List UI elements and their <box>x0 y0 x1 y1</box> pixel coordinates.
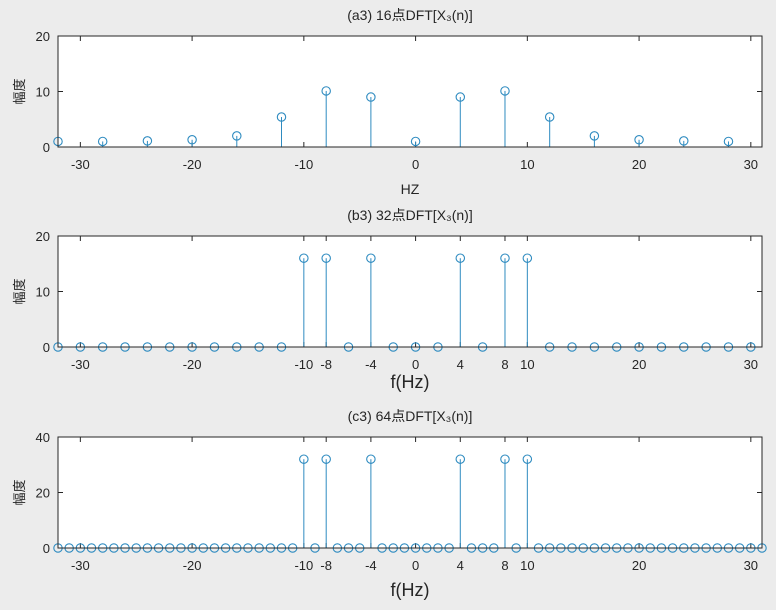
y-tick-label: 20 <box>36 229 50 244</box>
stem-marker <box>634 135 644 145</box>
x-tick-label: 0 <box>412 558 419 573</box>
stem-marker <box>299 454 309 464</box>
subplot-title: (c3) 64点DFT[X₃(n)] <box>348 408 473 424</box>
subplot-title: (b3) 32点DFT[X₃(n)] <box>347 207 473 223</box>
x-tick-label: 8 <box>501 558 508 573</box>
stem-marker <box>500 86 510 96</box>
x-tick-label: 4 <box>457 558 464 573</box>
y-axis-label: 幅度 <box>12 479 28 505</box>
x-tick-label: -10 <box>294 157 313 172</box>
x-tick-label: 20 <box>632 157 646 172</box>
x-tick-label: -4 <box>365 357 377 372</box>
x-axis-label: f(Hz) <box>391 372 430 392</box>
x-axis-label: f(Hz) <box>391 580 430 600</box>
subplot-1: 0 10 20 -30 -20 -10 0 10 20 30 (a3) 16点DFT[X₃(n)] H… <box>12 7 763 197</box>
stem-marker <box>455 92 466 102</box>
stem-marker <box>299 253 309 263</box>
stem-marker <box>276 112 287 122</box>
x-tick-label: -30 <box>71 157 90 172</box>
y-tick-label: 0 <box>43 140 50 155</box>
stem-marker <box>522 253 533 263</box>
axes-box <box>57 436 763 549</box>
axes-box <box>57 35 763 148</box>
stem-marker <box>187 135 197 145</box>
stem-marker <box>522 454 533 464</box>
stem-marker <box>500 454 510 464</box>
x-tick-label: -8 <box>320 357 332 372</box>
stem-marker <box>544 112 555 122</box>
x-tick-label: 8 <box>501 357 508 372</box>
y-tick-label: 10 <box>36 85 50 100</box>
stem-marker <box>366 454 376 464</box>
stem-marker <box>679 136 689 146</box>
x-tick-label: 10 <box>520 157 534 172</box>
x-tick-label: 20 <box>632 357 646 372</box>
x-tick-label: -10 <box>294 357 313 372</box>
x-tick-label: 30 <box>744 357 758 372</box>
stem-marker <box>589 131 600 141</box>
stem-marker <box>321 253 331 263</box>
stem-marker <box>455 253 466 263</box>
subplot-3: 0 20 40 -30 -20 -10 -8 -4 0 4 8 10 20 30 (c3) 64点DFT[X… <box>12 408 767 600</box>
x-tick-label: 0 <box>412 357 419 372</box>
y-tick-label: 10 <box>36 285 50 300</box>
x-tick-label: -30 <box>71 558 90 573</box>
y-tick-label: 0 <box>43 541 50 556</box>
stem-marker <box>455 454 466 464</box>
x-tick-label: 10 <box>520 558 534 573</box>
x-tick-label: -20 <box>183 357 202 372</box>
stem-marker <box>142 136 153 146</box>
x-tick-label: 0 <box>412 157 419 172</box>
plot-area <box>58 36 762 147</box>
subplot-2: 0 10 20 -30 -20 -10 -8 -4 0 4 8 10 20 30 (b3) 32点DFT[X… <box>12 207 763 392</box>
stem-marker <box>723 136 734 147</box>
y-tick-label: 20 <box>36 29 50 44</box>
y-axis-label: 幅度 <box>12 78 28 104</box>
stem-marker <box>366 92 376 102</box>
x-tick-label: 20 <box>632 558 646 573</box>
stem-marker <box>232 131 242 141</box>
stem-marker <box>97 136 108 147</box>
stem-marker <box>366 253 376 263</box>
x-tick-label: 30 <box>744 558 758 573</box>
y-axis-label: 幅度 <box>12 278 28 304</box>
axes-box <box>57 235 763 348</box>
stem-marker <box>500 253 510 263</box>
x-tick-label: -30 <box>71 357 90 372</box>
x-tick-label: -8 <box>320 558 332 573</box>
x-axis-label: HZ <box>401 181 420 197</box>
plot-area <box>58 437 762 548</box>
x-tick-label: -10 <box>294 558 313 573</box>
y-tick-label: 20 <box>36 486 50 501</box>
x-tick-label: 30 <box>744 157 758 172</box>
x-tick-label: 4 <box>457 357 464 372</box>
stem-marker <box>410 136 421 147</box>
y-tick-label: 0 <box>43 340 50 355</box>
x-tick-label: -4 <box>365 558 377 573</box>
stem-marker <box>321 454 331 464</box>
x-tick-label: -20 <box>183 558 202 573</box>
subplot-title: (a3) 16点DFT[X₃(n)] <box>347 7 473 23</box>
x-tick-label: -20 <box>183 157 202 172</box>
stem-marker <box>321 86 331 96</box>
y-tick-label: 40 <box>36 430 50 445</box>
plot-area <box>58 236 762 347</box>
x-tick-label: 10 <box>520 357 534 372</box>
